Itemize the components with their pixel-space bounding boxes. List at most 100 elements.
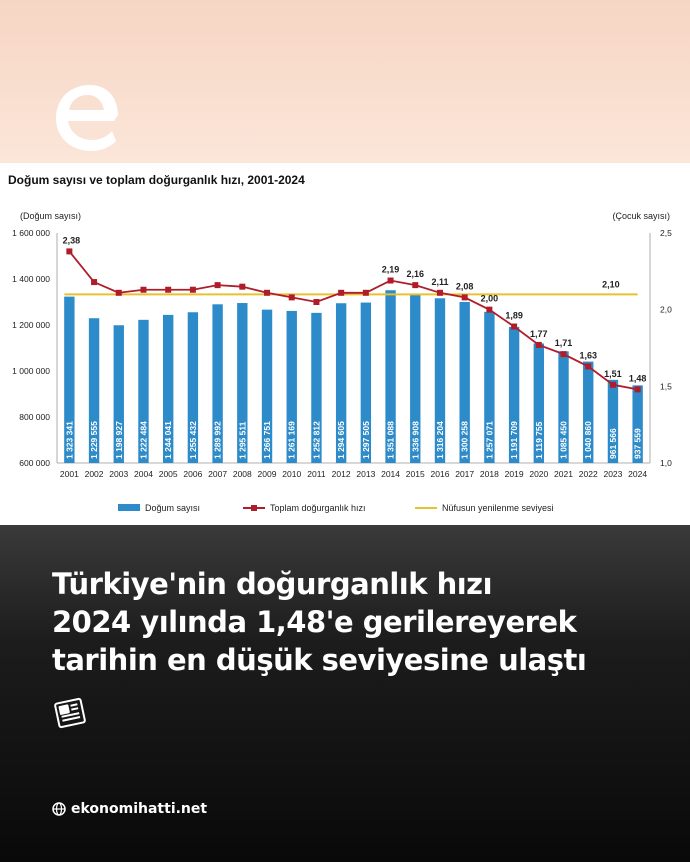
- x-tick-label: 2009: [258, 469, 277, 479]
- fertility-point: [313, 299, 320, 305]
- bar-value-label: 1 229 555: [89, 421, 99, 459]
- fertility-point: [165, 286, 172, 293]
- y-tick-label: 1 600 000: [12, 228, 50, 238]
- x-tick-label: 2024: [628, 469, 647, 479]
- top-banner: [0, 0, 690, 163]
- site-link[interactable]: ekonomihatti.net: [52, 801, 207, 817]
- x-tick-label: 2010: [282, 469, 301, 479]
- y-tick-label: 1 000 000: [12, 366, 50, 376]
- fertility-point: [189, 286, 196, 293]
- fertility-point: [387, 277, 394, 284]
- x-tick-label: 2014: [381, 469, 400, 479]
- fertility-point: [115, 289, 122, 296]
- bar-value-label: 1 198 927: [114, 421, 124, 459]
- bar-value-label: 1 316 204: [435, 421, 445, 459]
- bar-value-label: 1 297 505: [361, 421, 371, 459]
- bar-value-label: 1 255 432: [188, 421, 198, 459]
- y-axis-label: (Doğum sayısı): [20, 211, 81, 221]
- y-tick-label: 600 000: [19, 458, 50, 468]
- bar-value-label: 1 323 341: [64, 421, 74, 459]
- y-tick-label: 1 400 000: [12, 274, 50, 284]
- fertility-point: [362, 289, 369, 296]
- fertility-value-label: 2,11: [431, 277, 448, 287]
- fertility-point: [338, 289, 345, 296]
- fertility-value-label: 2,08: [456, 281, 474, 291]
- y2-tick-label: 2,5: [660, 228, 672, 238]
- bar: [286, 310, 297, 463]
- bar-value-label: 1 244 041: [163, 421, 173, 459]
- bar: [237, 303, 248, 463]
- fertility-value-label: 2,16: [407, 269, 425, 279]
- bar-value-label: 961 566: [608, 428, 618, 459]
- site-name: ekonomihatti.net: [71, 801, 208, 817]
- headline-line: tarihin en düşük seviyesine ulaştı: [52, 643, 587, 677]
- fertility-point: [511, 323, 518, 330]
- bar: [583, 361, 594, 463]
- x-tick-label: 2001: [60, 469, 79, 479]
- replacement-level-label: 2,10: [602, 279, 620, 289]
- x-tick-label: 2005: [159, 469, 178, 479]
- fertility-line: [68, 250, 638, 391]
- bar: [508, 326, 520, 463]
- bar-value-label: 1 295 511: [237, 421, 247, 459]
- bar: [64, 296, 75, 463]
- x-tick-label: 2003: [109, 469, 128, 479]
- fertility-value-label: 2,38: [63, 235, 81, 245]
- bar-value-label: 1 222 484: [138, 421, 148, 459]
- bar: [138, 319, 149, 463]
- bar: [311, 312, 322, 463]
- x-tick-label: 2008: [233, 469, 252, 479]
- x-tick-label: 2018: [480, 469, 499, 479]
- bar-value-label: 1 252 812: [311, 421, 321, 459]
- x-tick-label: 2004: [134, 469, 153, 479]
- x-tick-label: 2007: [208, 469, 227, 479]
- x-tick-label: 2013: [356, 469, 375, 479]
- legend-label-fertility: Toplam doğurganlık hızı: [270, 503, 366, 513]
- fertility-point: [66, 248, 73, 255]
- legend-label-births: Doğum sayısı: [145, 503, 200, 513]
- chart-title: Doğum sayısı ve toplam doğurganlık hızı,…: [8, 173, 305, 187]
- x-tick-label: 2002: [85, 469, 104, 479]
- bar: [187, 312, 199, 463]
- bar-value-label: 1 191 709: [509, 421, 519, 459]
- x-tick-label: 2017: [455, 469, 474, 479]
- bar-value-label: 1 294 605: [336, 421, 346, 459]
- fertility-value-label: 1,89: [505, 311, 523, 321]
- y-tick-label: 1 200 000: [12, 320, 50, 330]
- bar: [113, 325, 124, 463]
- bottom-banner: Türkiye'nin doğurganlık hızı 2024 yılınd…: [0, 525, 690, 862]
- fertility-value-label: 1,71: [555, 338, 573, 348]
- bar: [434, 298, 446, 463]
- bar: [632, 385, 643, 463]
- legend-label-replacement: Nüfusun yenilenme seviyesi: [442, 503, 554, 513]
- fertility-value-label: 1,51: [604, 369, 622, 379]
- fertility-point: [461, 294, 468, 301]
- fertility-point: [436, 289, 443, 296]
- fertility-value-label: 1,48: [629, 373, 647, 383]
- y-tick-label: 800 000: [19, 412, 50, 422]
- bar: [607, 379, 619, 463]
- bar-value-label: 1 289 992: [213, 421, 223, 459]
- bar: [410, 293, 421, 463]
- bar-value-label: 1 257 071: [484, 421, 494, 459]
- x-tick-label: 2023: [603, 469, 622, 479]
- x-tick-label: 2012: [332, 469, 351, 479]
- bar: [162, 314, 174, 463]
- bar: [558, 351, 569, 463]
- headline-line: Türkiye'nin doğurganlık hızı: [52, 567, 493, 601]
- fertility-point: [634, 386, 641, 393]
- e-letter-logo-icon: [56, 85, 118, 151]
- x-tick-label: 2011: [307, 469, 326, 479]
- fertility-point: [535, 341, 542, 348]
- newspaper-icon: [54, 697, 86, 729]
- chart-panel: Doğum sayısı ve toplam doğurganlık hızı,…: [0, 163, 690, 525]
- y2-axis-label: (Çocuk sayısı): [612, 211, 670, 221]
- fertility-point: [585, 363, 592, 370]
- bar-value-label: 1 351 088: [386, 421, 396, 459]
- bar-value-label: 1 261 169: [287, 421, 297, 459]
- y2-tick-label: 1,0: [660, 458, 672, 468]
- bar: [212, 304, 223, 463]
- fertility-point: [560, 351, 567, 358]
- x-tick-label: 2021: [554, 469, 573, 479]
- bar-value-label: 1 336 908: [410, 421, 420, 459]
